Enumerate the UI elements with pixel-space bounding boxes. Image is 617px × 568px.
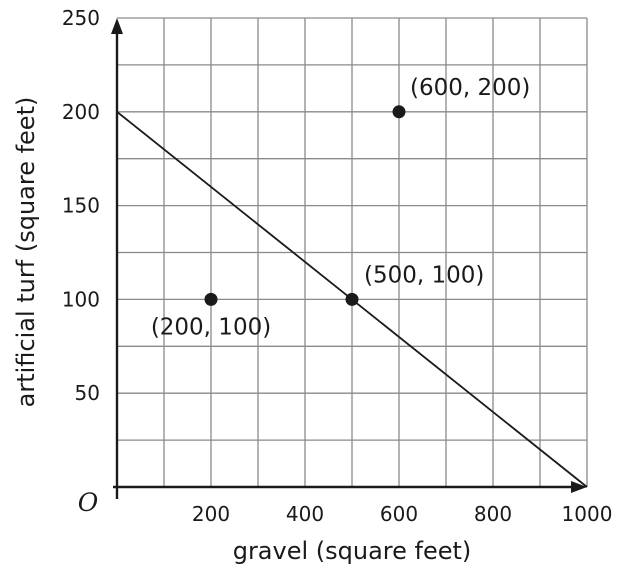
labels-layer: (200, 100) (500, 100) (600, 200)	[151, 75, 531, 341]
y-tick-label: 250	[62, 6, 100, 30]
data-point	[204, 292, 218, 306]
x-tick-label: 600	[380, 502, 418, 526]
x-tick-label: 1000	[562, 502, 613, 526]
data-point	[392, 105, 406, 119]
x-axis-arrow	[571, 481, 587, 493]
x-tick-label: 200	[192, 502, 230, 526]
data-point-label: (200, 100)	[151, 314, 271, 340]
x-tick-label: 800	[474, 502, 512, 526]
y-tick-label: 200	[62, 100, 100, 124]
points-layer	[204, 105, 406, 306]
data-point-label: (500, 100)	[364, 262, 484, 288]
origin-label: O	[78, 488, 99, 517]
data-point	[345, 292, 359, 306]
y-axis-arrow	[111, 18, 123, 34]
y-tick-label: 100	[62, 287, 100, 311]
x-tick-label: 400	[286, 502, 324, 526]
axes: 200 400 600 800 1000 50 100 150 200 250	[62, 6, 613, 526]
data-point-label: (600, 200)	[410, 75, 530, 101]
x-axis-title: gravel (square feet)	[233, 537, 472, 565]
y-tick-label: 150	[62, 194, 100, 218]
y-axis-title: artificial turf (square feet)	[12, 97, 40, 408]
y-tick-label: 50	[75, 381, 100, 405]
